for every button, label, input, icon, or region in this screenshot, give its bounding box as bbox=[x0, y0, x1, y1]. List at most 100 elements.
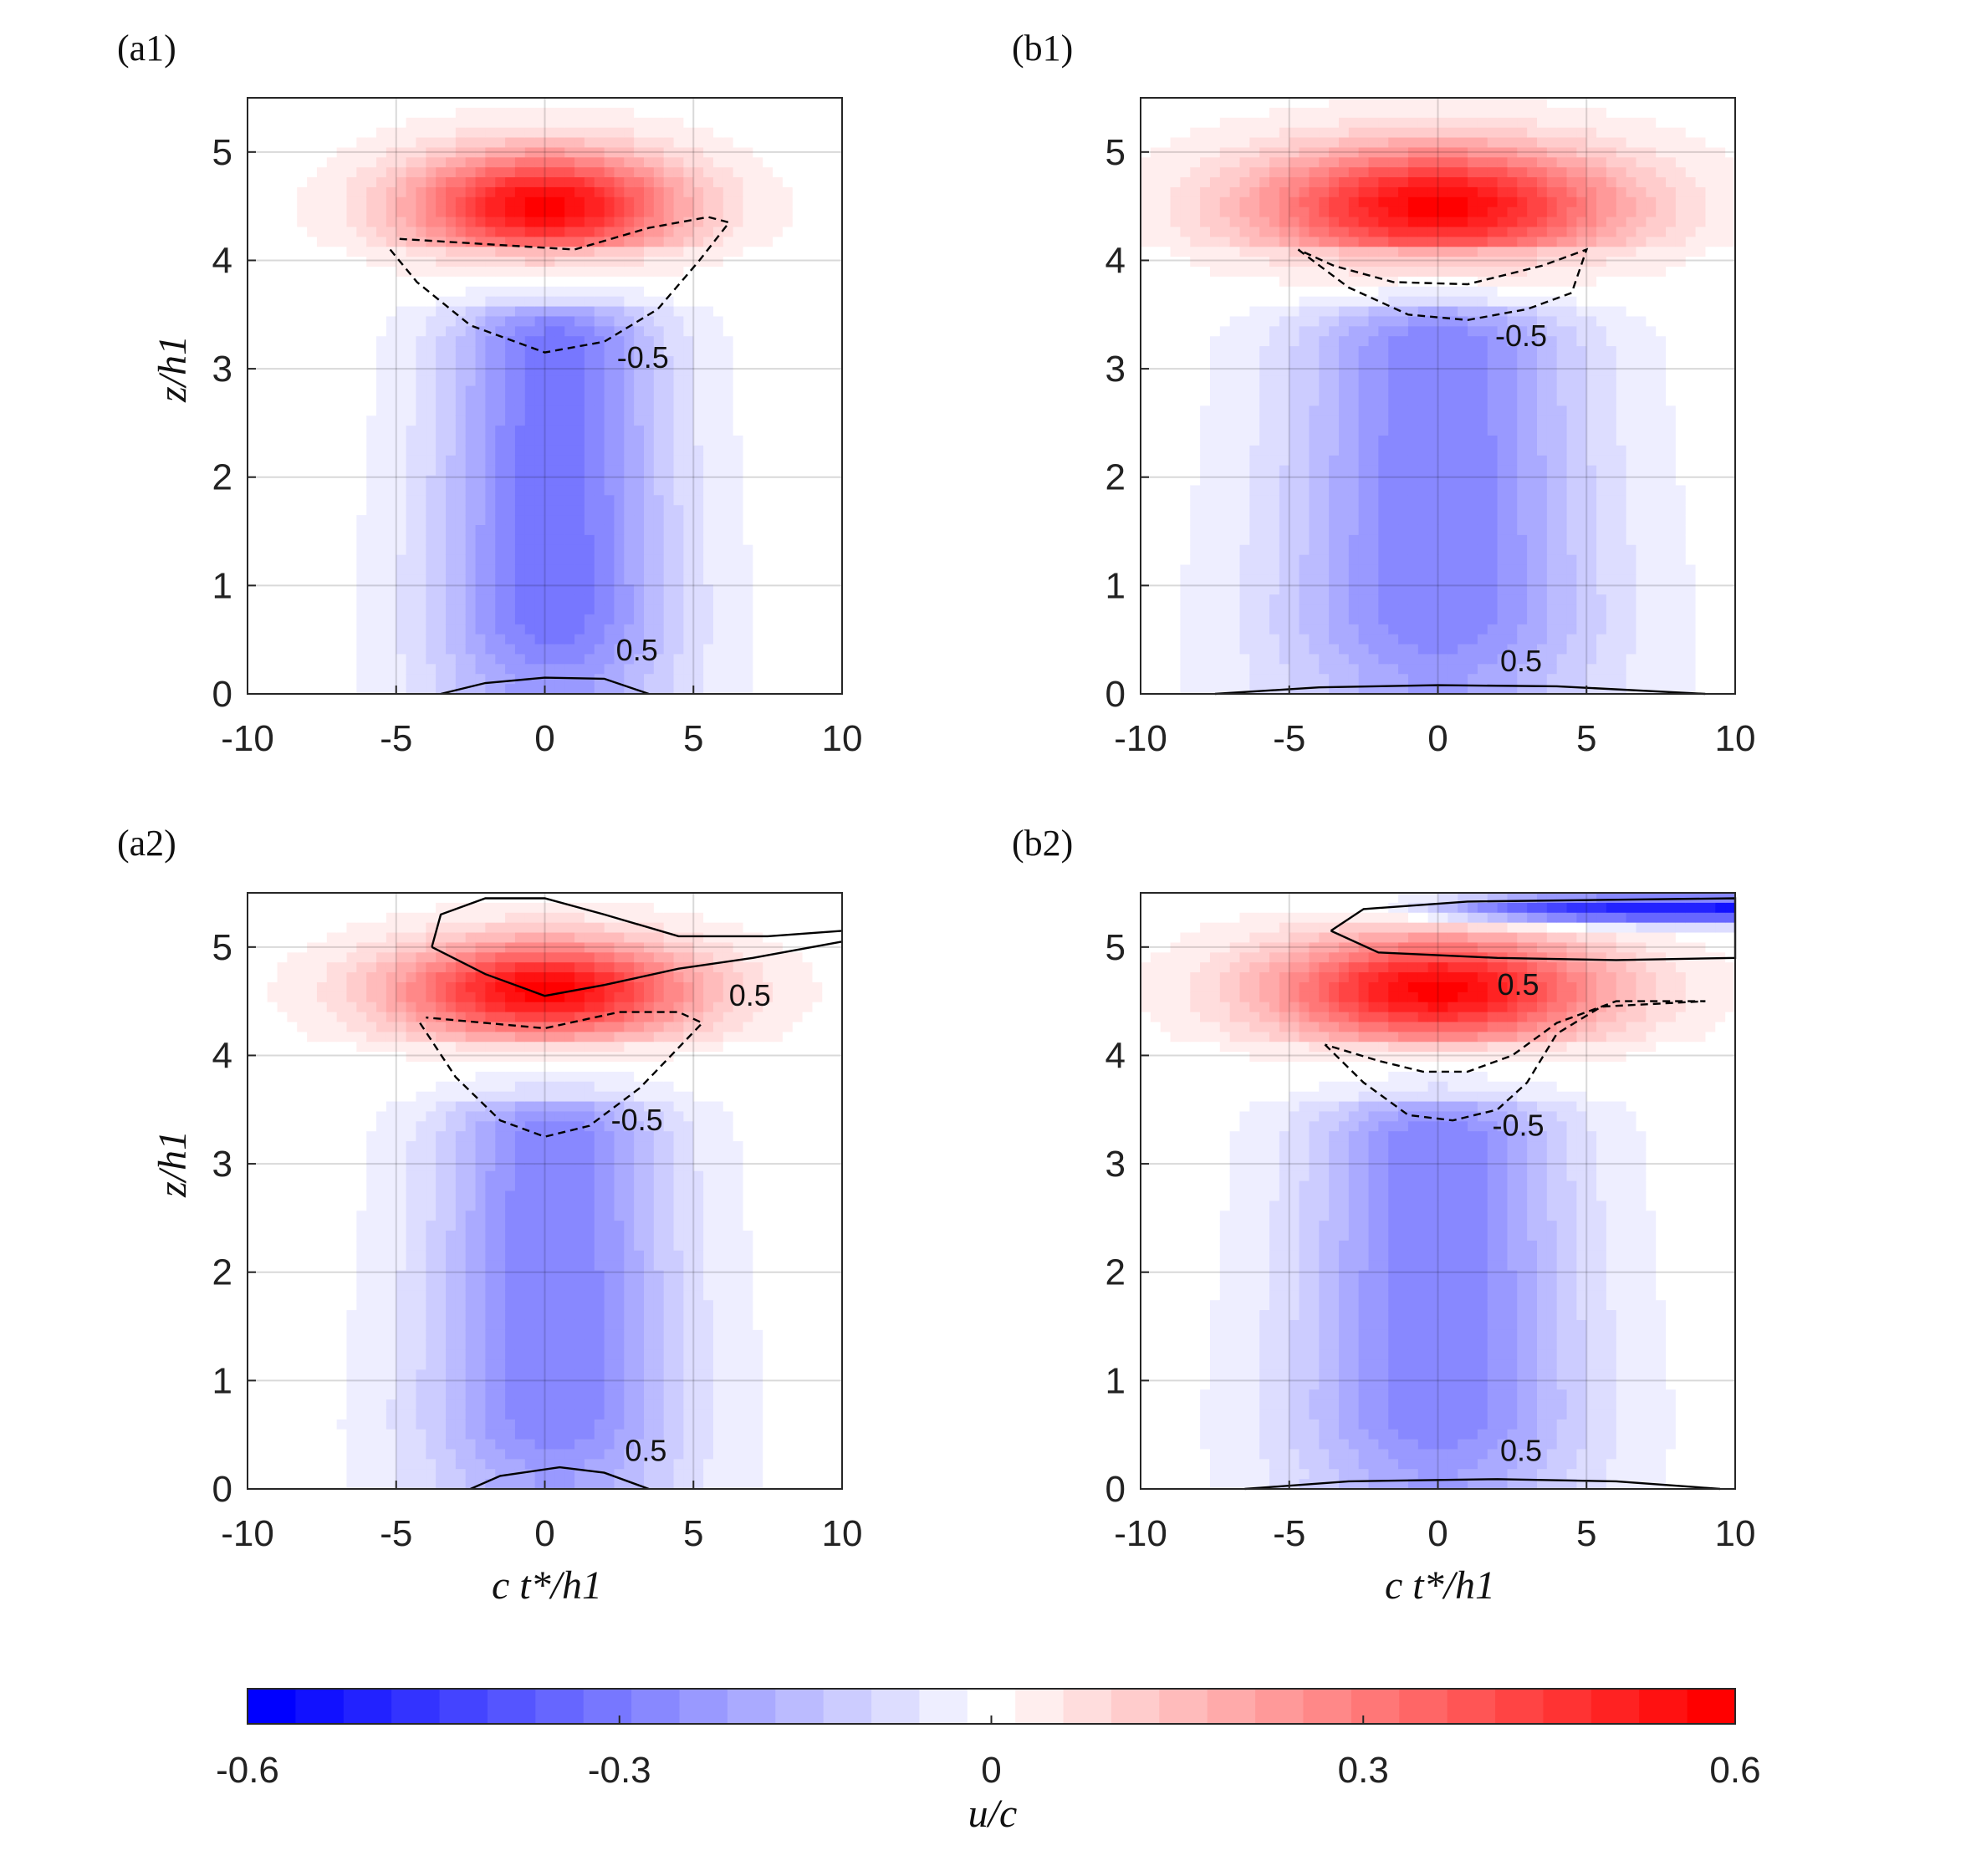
heatmap-cell bbox=[1309, 267, 1320, 278]
heatmap-cell bbox=[267, 346, 278, 357]
heatmap-cell bbox=[436, 276, 447, 288]
heatmap-cell bbox=[574, 436, 585, 446]
heatmap-cell bbox=[683, 227, 694, 237]
heatmap-cell bbox=[406, 247, 417, 257]
heatmap-cell bbox=[514, 177, 526, 188]
heatmap-cell bbox=[1299, 515, 1310, 526]
heatmap-cell bbox=[1309, 405, 1320, 416]
heatmap-cell bbox=[1259, 584, 1270, 595]
heatmap-cell bbox=[1239, 375, 1250, 387]
heatmap-cell bbox=[416, 654, 426, 665]
heatmap-cell bbox=[782, 634, 794, 645]
heatmap-cell bbox=[1279, 664, 1290, 675]
heatmap-cell bbox=[1141, 237, 1151, 247]
heatmap-cell bbox=[822, 296, 833, 308]
heatmap-cell bbox=[326, 614, 338, 625]
heatmap-cell bbox=[1319, 365, 1330, 377]
heatmap-cell bbox=[514, 346, 526, 357]
heatmap-cell bbox=[604, 544, 615, 556]
heatmap-cell bbox=[1249, 276, 1260, 288]
heatmap-cell bbox=[1229, 455, 1241, 466]
heatmap-cell bbox=[356, 107, 367, 119]
heatmap-cell bbox=[1239, 475, 1250, 487]
heatmap-cell bbox=[763, 326, 774, 337]
heatmap-cell bbox=[594, 326, 605, 337]
heatmap-cell bbox=[1329, 157, 1340, 168]
heatmap-cell bbox=[505, 306, 516, 318]
heatmap-cell bbox=[1279, 257, 1290, 268]
heatmap-cell bbox=[1209, 524, 1221, 536]
heatmap-cell bbox=[564, 237, 575, 247]
heatmap-cell bbox=[1348, 227, 1360, 237]
heatmap-cell bbox=[287, 267, 298, 278]
heatmap-cell bbox=[326, 217, 338, 228]
heatmap-cell bbox=[495, 564, 506, 575]
heatmap-cell bbox=[267, 127, 278, 139]
heatmap-cell bbox=[1339, 237, 1350, 247]
heatmap-cell bbox=[416, 247, 426, 257]
heatmap-cell bbox=[346, 276, 357, 288]
heatmap-cell bbox=[653, 365, 665, 377]
heatmap-cell bbox=[475, 247, 486, 257]
heatmap-cell bbox=[366, 127, 377, 139]
heatmap-cell bbox=[733, 534, 744, 546]
heatmap-cell bbox=[1339, 465, 1350, 477]
heatmap-cell bbox=[693, 495, 704, 506]
heatmap-cell bbox=[1289, 186, 1300, 198]
heatmap-cell bbox=[663, 654, 675, 665]
heatmap-cell bbox=[554, 316, 565, 327]
heatmap-cell bbox=[534, 257, 546, 268]
heatmap-cell bbox=[1239, 614, 1250, 625]
heatmap-cell bbox=[524, 644, 536, 655]
heatmap-cell bbox=[505, 127, 516, 139]
heatmap-cell bbox=[1339, 117, 1350, 129]
heatmap-cell bbox=[267, 385, 278, 397]
heatmap-cell bbox=[1259, 604, 1270, 615]
heatmap-cell bbox=[693, 395, 704, 406]
heatmap-cell bbox=[534, 206, 546, 218]
heatmap-cell bbox=[436, 554, 447, 566]
heatmap-cell bbox=[524, 475, 536, 487]
heatmap-cell bbox=[326, 336, 338, 347]
heatmap-cell bbox=[763, 157, 774, 168]
heatmap-cell bbox=[505, 544, 516, 556]
heatmap-cell bbox=[1219, 594, 1231, 605]
heatmap-cell bbox=[574, 644, 585, 655]
heatmap-cell bbox=[812, 247, 823, 257]
heatmap-cell bbox=[1309, 395, 1320, 406]
heatmap-cell bbox=[277, 574, 288, 585]
heatmap-cell bbox=[446, 465, 457, 477]
heatmap-cell bbox=[743, 674, 753, 685]
heatmap-cell bbox=[505, 247, 516, 257]
heatmap-cell bbox=[1289, 515, 1300, 526]
heatmap-cell bbox=[1200, 624, 1211, 635]
heatmap-cell bbox=[683, 544, 694, 556]
heatmap-cell bbox=[683, 584, 694, 595]
heatmap-cell bbox=[346, 684, 357, 695]
heatmap-cell bbox=[614, 336, 625, 347]
heatmap-cell bbox=[773, 436, 784, 446]
heatmap-cell bbox=[446, 296, 457, 308]
heatmap-cell bbox=[376, 644, 387, 655]
heatmap-cell bbox=[326, 584, 338, 595]
heatmap-cell bbox=[634, 405, 645, 416]
heatmap-cell bbox=[326, 196, 338, 208]
heatmap-cell bbox=[722, 316, 734, 327]
heatmap-cell bbox=[1358, 147, 1370, 158]
heatmap-cell bbox=[753, 385, 763, 397]
heatmap-cell bbox=[822, 227, 833, 237]
heatmap-cell bbox=[743, 247, 753, 257]
heatmap-cell bbox=[485, 436, 496, 446]
heatmap-cell bbox=[693, 177, 704, 188]
heatmap-cell bbox=[624, 495, 635, 506]
heatmap-cell bbox=[1289, 564, 1300, 575]
heatmap-cell bbox=[1150, 157, 1162, 168]
heatmap-cell bbox=[1239, 485, 1250, 496]
heatmap-cell bbox=[653, 355, 665, 367]
heatmap-cell bbox=[287, 227, 298, 237]
heatmap-cell bbox=[722, 217, 734, 228]
heatmap-cell bbox=[1150, 206, 1162, 218]
contour-line bbox=[389, 216, 731, 354]
heatmap-cell bbox=[1190, 524, 1201, 536]
heatmap-cell bbox=[733, 385, 744, 397]
